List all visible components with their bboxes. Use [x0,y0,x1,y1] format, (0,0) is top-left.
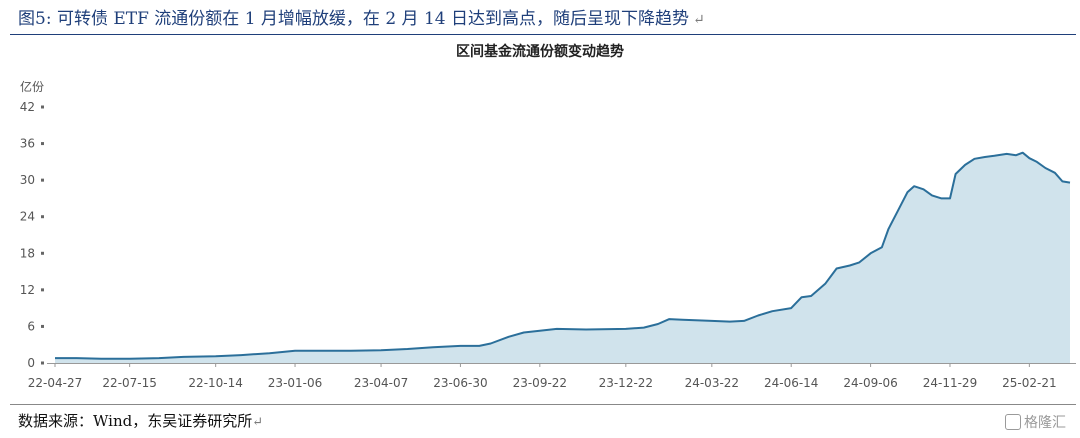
x-tick-label: 23-01-06 [268,376,322,390]
x-tick-label: 24-03-22 [685,376,739,390]
y-tick-label: 30 [20,173,35,187]
watermark-logo-icon [1005,414,1021,430]
y-tick-label: 24 [20,210,35,224]
y-tick-mark [41,142,44,146]
x-tick-label: 23-06-30 [433,376,487,390]
y-tick-mark [41,324,44,328]
return-mark-icon: ↵ [692,12,705,28]
y-tick-mark [41,288,44,292]
x-tick-label: 24-09-06 [843,376,897,390]
x-tick-label: 22-04-27 [28,376,82,390]
series-area [55,152,1070,363]
x-tick-label: 22-10-14 [188,376,242,390]
x-tick-label: 23-12-22 [599,376,653,390]
figure-title-text: 图5: 可转债 ETF 流通份额在 1 月增幅放缓，在 2 月 14 日达到高点… [18,9,689,29]
y-tick-label: 36 [20,137,35,151]
y-tick-label: 6 [27,319,35,333]
x-tick-label: 23-09-22 [513,376,567,390]
x-tick-label: 25-02-21 [1002,376,1056,390]
x-tick-label: 24-06-14 [764,376,818,390]
x-tick-label: 24-11-29 [923,376,977,390]
x-tick-label: 23-04-07 [354,376,408,390]
y-tick-mark [41,215,44,219]
series-line [55,151,1071,360]
watermark-text: 格隆汇 [1024,415,1066,431]
y-axis-label: 亿份 [20,79,44,94]
source-return-mark-icon: ↵ [252,415,264,430]
bottom-rule [10,404,1076,405]
x-tick-label: 22-07-15 [102,376,156,390]
source-note: 数据来源：Wind，东吴证券研究所↵ [18,410,263,431]
y-tick-mark [41,105,44,109]
y-tick-label: 18 [20,246,35,260]
top-rule [10,34,1076,35]
y-tick-label: 42 [20,100,35,114]
chart-title: 区间基金流通份额变动趋势 [456,43,624,60]
y-tick-mark [41,178,44,182]
y-tick-label: 0 [27,356,35,370]
source-text: 数据来源：Wind，东吴证券研究所 [18,412,253,430]
y-tick-mark [41,251,44,255]
y-tick-mark [41,361,44,365]
watermark: 格隆汇 [1005,412,1066,432]
y-tick-label: 12 [20,283,35,297]
figure-title: 图5: 可转债 ETF 流通份额在 1 月增幅放缓，在 2 月 14 日达到高点… [18,4,705,29]
